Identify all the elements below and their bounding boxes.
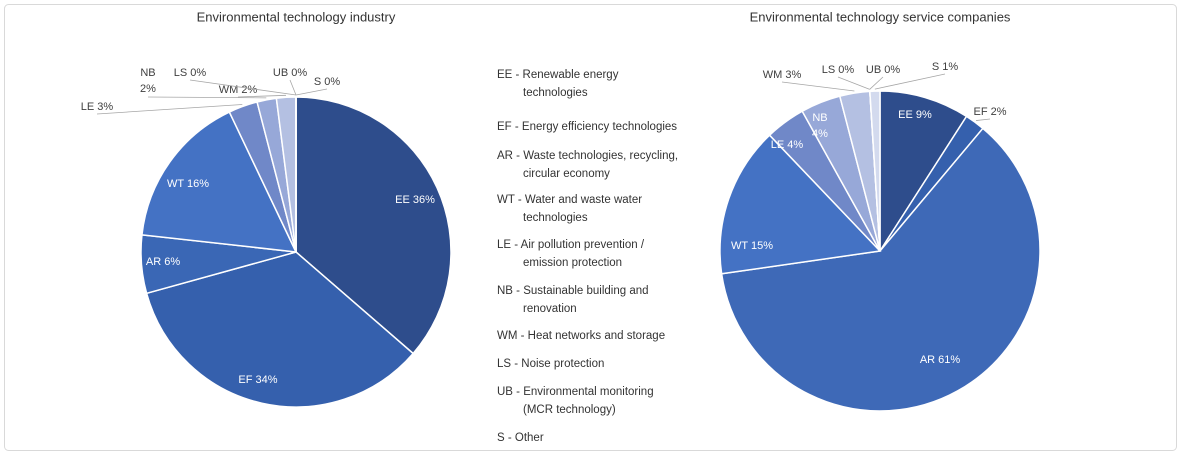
pie-slice xyxy=(720,127,1041,412)
data-label-category: EF xyxy=(238,374,255,386)
data-label-value: 0% xyxy=(884,64,900,76)
data-label-category: WT xyxy=(731,240,751,252)
data-label-category: AR xyxy=(146,256,164,268)
legend-text: LS - Noise protection xyxy=(497,358,604,370)
data-label: AR 61% xyxy=(920,354,961,366)
data-label-category: EF xyxy=(973,106,990,118)
data-label: LS 0% xyxy=(822,64,855,76)
legend-text: WT - Water and waste water xyxy=(497,194,642,206)
data-label: LE 4% xyxy=(771,139,804,151)
data-label-value: 4% xyxy=(787,139,803,151)
legend-text: UB - Environmental monitoring xyxy=(497,386,654,398)
pie-slice xyxy=(141,111,298,253)
data-label-category: LE xyxy=(771,139,788,151)
data-label: S 1% xyxy=(932,61,959,73)
data-label-category: UB xyxy=(866,64,884,76)
leader-line xyxy=(874,73,946,90)
legend-text: EE - Renewable energy xyxy=(497,69,619,81)
leader-line xyxy=(96,104,243,115)
data-label-category: WT xyxy=(167,178,187,190)
data-label-value: 0% xyxy=(190,67,206,79)
legend-text: EF - Energy efficiency technologies xyxy=(497,121,677,133)
data-label-category: NB xyxy=(812,112,827,124)
legend-text: technologies xyxy=(523,87,588,99)
data-label-category: UB xyxy=(273,67,291,79)
data-label-value: 2% xyxy=(241,84,257,96)
pie-slice xyxy=(719,134,882,275)
data-label: WT 15% xyxy=(731,240,773,252)
leader-line xyxy=(189,79,297,96)
legend-text: circular economy xyxy=(523,168,610,180)
data-label: UB 0% xyxy=(866,64,900,76)
chart-title: Environmental technology industry xyxy=(197,9,396,24)
leader-line xyxy=(781,81,855,92)
legend-text: LE - Air pollution prevention / xyxy=(497,239,645,251)
data-label: LE 3% xyxy=(81,101,114,113)
data-label-category: WM xyxy=(763,69,786,81)
data-label-category: AR xyxy=(920,354,938,366)
data-label: LS 0% xyxy=(174,67,207,79)
data-label-value: 34% xyxy=(256,374,278,386)
data-label-value: 0% xyxy=(838,64,854,76)
data-label: AR 6% xyxy=(146,256,180,268)
data-label-value: 0% xyxy=(324,76,340,88)
data-label-category: LS xyxy=(822,64,839,76)
data-label-value: 16% xyxy=(187,178,209,190)
leader-line xyxy=(237,94,287,98)
legend-text: technologies xyxy=(523,212,588,224)
data-label-category: EE xyxy=(395,194,413,206)
data-label-value: 36% xyxy=(413,194,435,206)
data-label: S 0% xyxy=(314,76,341,88)
pie-slice xyxy=(295,96,452,355)
data-label: WT 16% xyxy=(167,178,209,190)
data-label-category: LS xyxy=(174,67,191,79)
data-label: WM 2% xyxy=(219,84,258,96)
data-label-value: 4% xyxy=(812,128,828,140)
legend-text: S - Other xyxy=(497,432,544,444)
data-label-value: 1% xyxy=(942,61,958,73)
data-label-category: WM xyxy=(219,84,242,96)
leader-line xyxy=(869,76,884,90)
data-label-category: EE xyxy=(898,109,916,121)
data-label-value: 0% xyxy=(291,67,307,79)
legend-text: emission protection xyxy=(523,257,622,269)
data-label-category: S xyxy=(932,61,942,73)
data-label-value: 9% xyxy=(916,109,932,121)
data-label: EE 9% xyxy=(898,109,932,121)
pie-slice xyxy=(879,90,968,254)
legend-text: NB - Sustainable building and xyxy=(497,285,649,297)
data-label-category: S xyxy=(314,76,324,88)
data-label: WM 3% xyxy=(763,69,802,81)
leader-line xyxy=(289,79,297,96)
pie-slice xyxy=(869,90,881,252)
data-label: EF 34% xyxy=(238,374,277,386)
legend-text: AR - Waste technologies, recycling, xyxy=(497,150,678,162)
data-label-value: 15% xyxy=(751,240,773,252)
legend-text: WM - Heat networks and storage xyxy=(497,330,665,342)
legend-text: renovation xyxy=(523,303,577,315)
data-label-value: 6% xyxy=(164,256,180,268)
leader-line xyxy=(976,118,991,121)
data-label: EE 36% xyxy=(395,194,435,206)
legend-text: (MCR technology) xyxy=(523,404,616,416)
data-label: UB 0% xyxy=(273,67,307,79)
data-label: NB 4% xyxy=(812,112,828,140)
data-label-value: 3% xyxy=(785,69,801,81)
chart-title: Environmental technology service compani… xyxy=(750,9,1011,24)
data-label-value: 2% xyxy=(991,106,1007,118)
data-label-value: 2% xyxy=(140,83,156,95)
data-label-value: 3% xyxy=(97,101,113,113)
data-label: EF 2% xyxy=(973,106,1006,118)
leader-line xyxy=(295,88,328,96)
pie-slice xyxy=(145,251,415,408)
data-label-value: 61% xyxy=(938,354,960,366)
frame xyxy=(4,4,1177,451)
data-label: NB 2% xyxy=(140,67,156,95)
legend: EE - Renewable energy technologies EF - En… xyxy=(497,69,678,444)
leader-line xyxy=(147,96,267,99)
data-label-category: LE xyxy=(81,101,98,113)
data-label-category: NB xyxy=(140,67,155,79)
leader-line xyxy=(837,76,870,90)
